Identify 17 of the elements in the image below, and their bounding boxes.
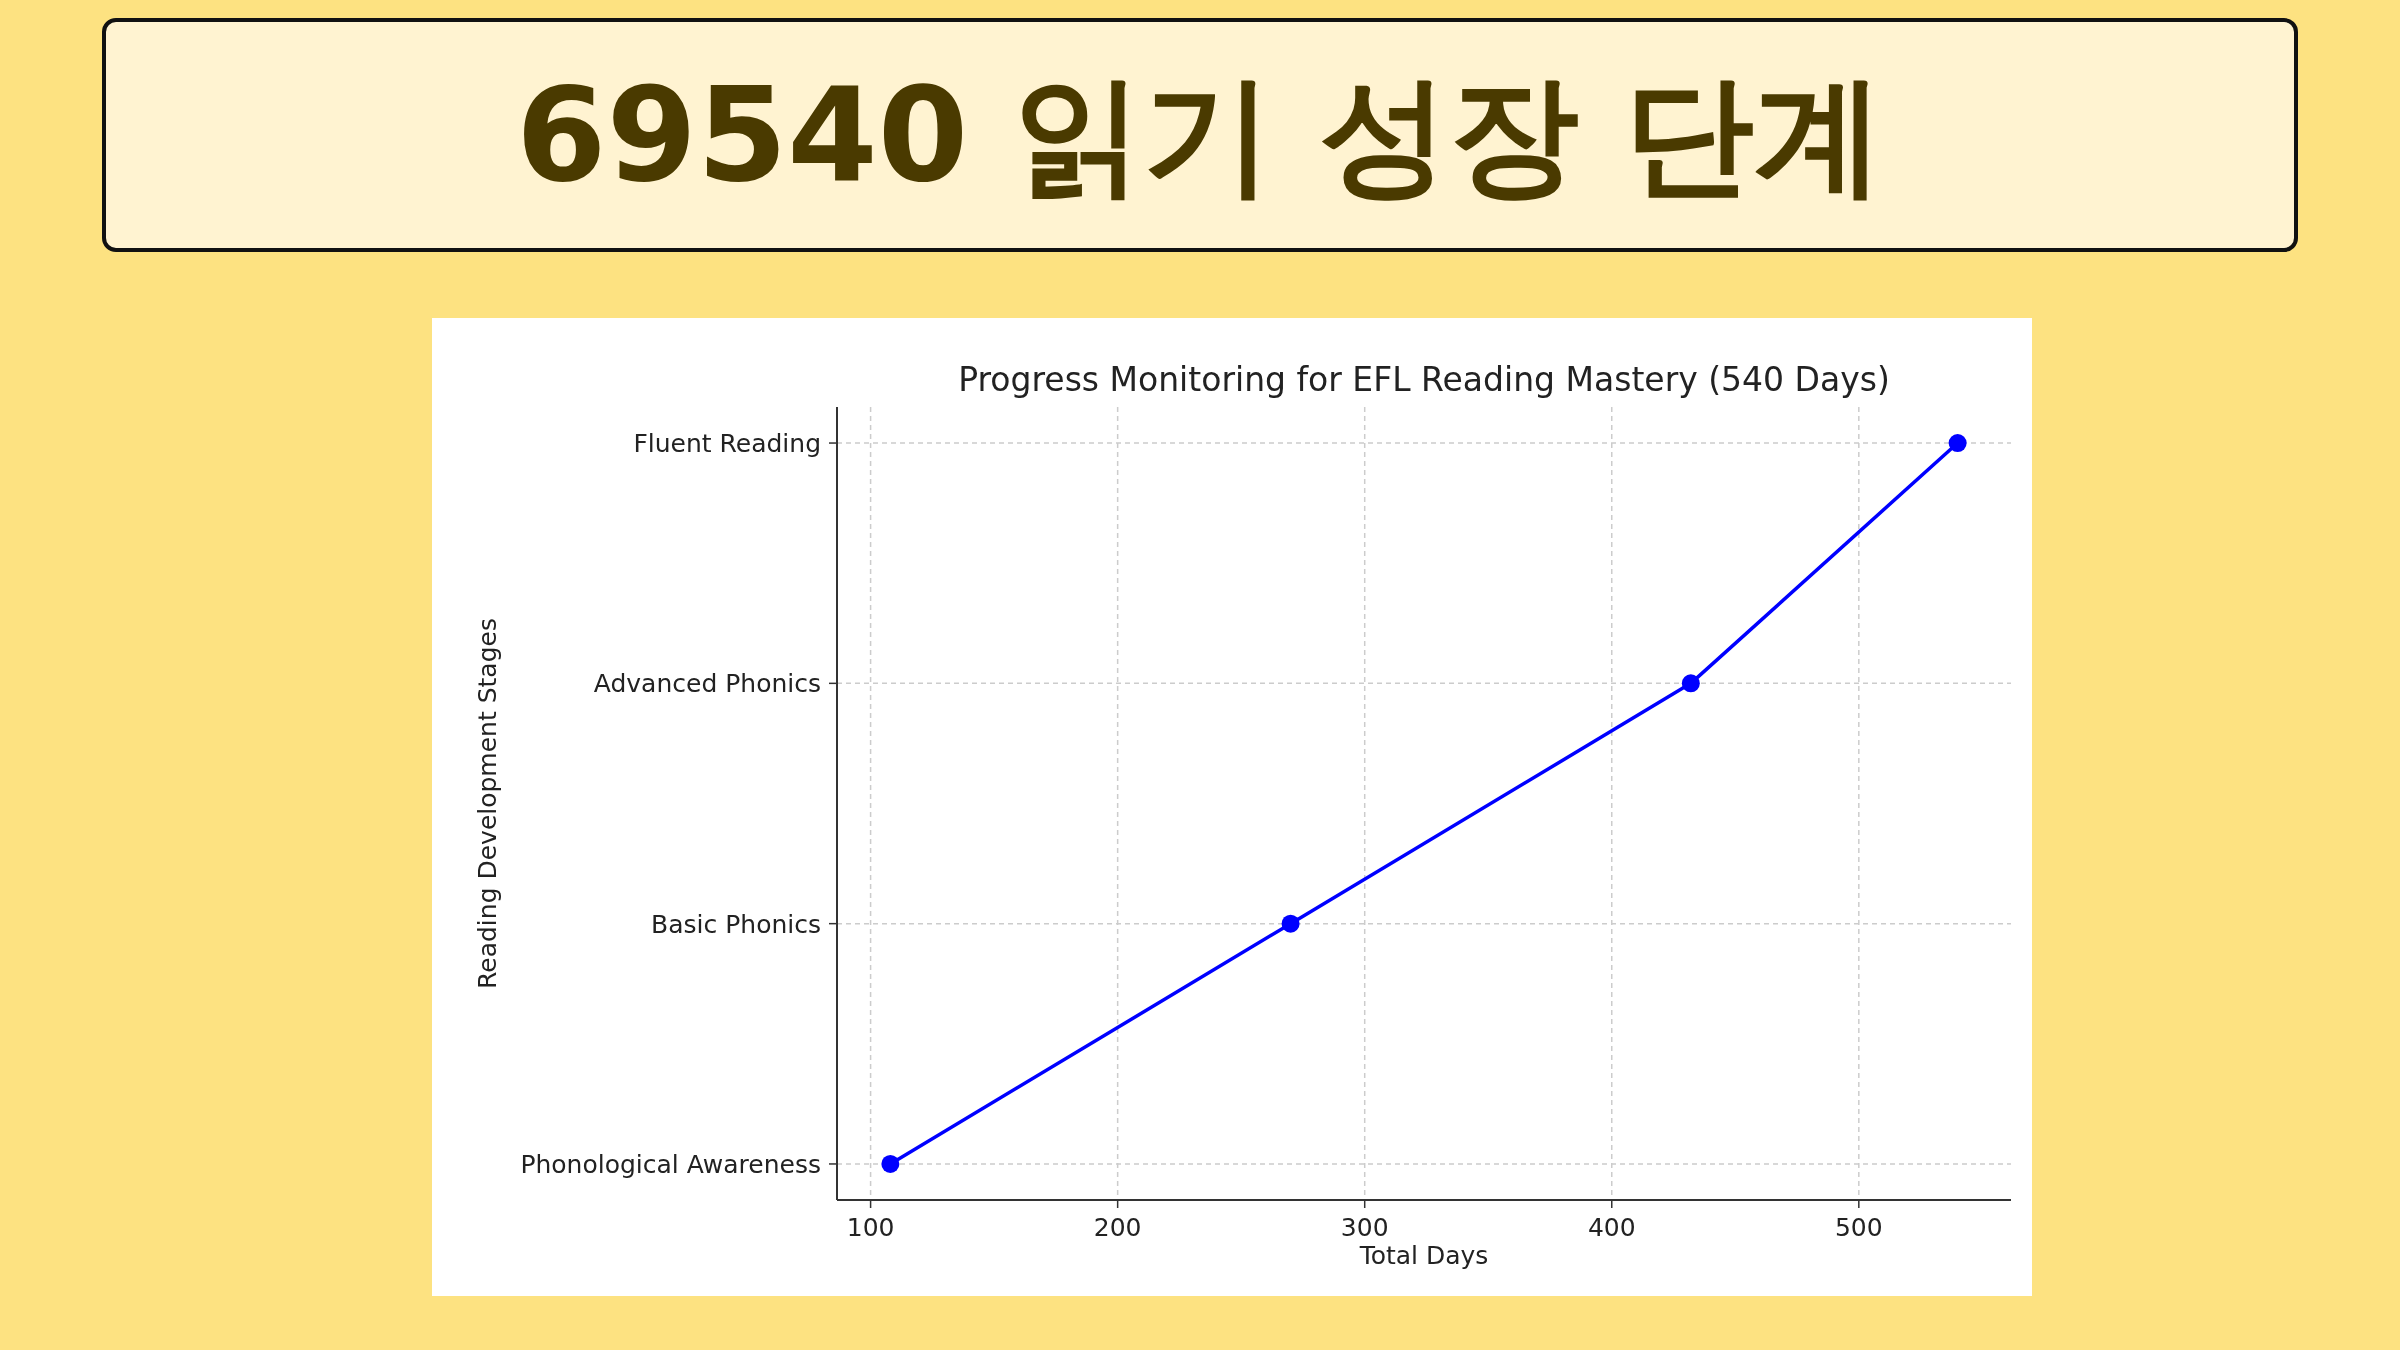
point — [1948, 434, 1967, 453]
point — [1281, 914, 1300, 933]
y-axis-title: Reading Development Stages — [473, 618, 502, 989]
x-tick-label: 100 — [846, 1213, 895, 1242]
y-tick-label: Phonological Awareness — [520, 1149, 821, 1179]
y-tick-label: Basic Phonics — [651, 909, 821, 939]
x-tick-label: 400 — [1587, 1213, 1636, 1242]
y-tick-label: Advanced Phonics — [593, 669, 821, 699]
x-tick-label: 300 — [1340, 1213, 1389, 1242]
chart-subtitle: Progress Monitoring for EFL Reading Mastery (540 Days) — [958, 360, 1890, 399]
y-tick-label: Fluent Reading — [633, 429, 821, 459]
point — [881, 1154, 900, 1173]
x-axis-title: Total Days — [1358, 1241, 1489, 1270]
x-tick-label: 200 — [1093, 1213, 1142, 1242]
point — [1681, 674, 1700, 693]
x-tick-label: 500 — [1834, 1213, 1883, 1242]
chart-title: 69540 읽기 성장 단계 — [515, 59, 1885, 211]
